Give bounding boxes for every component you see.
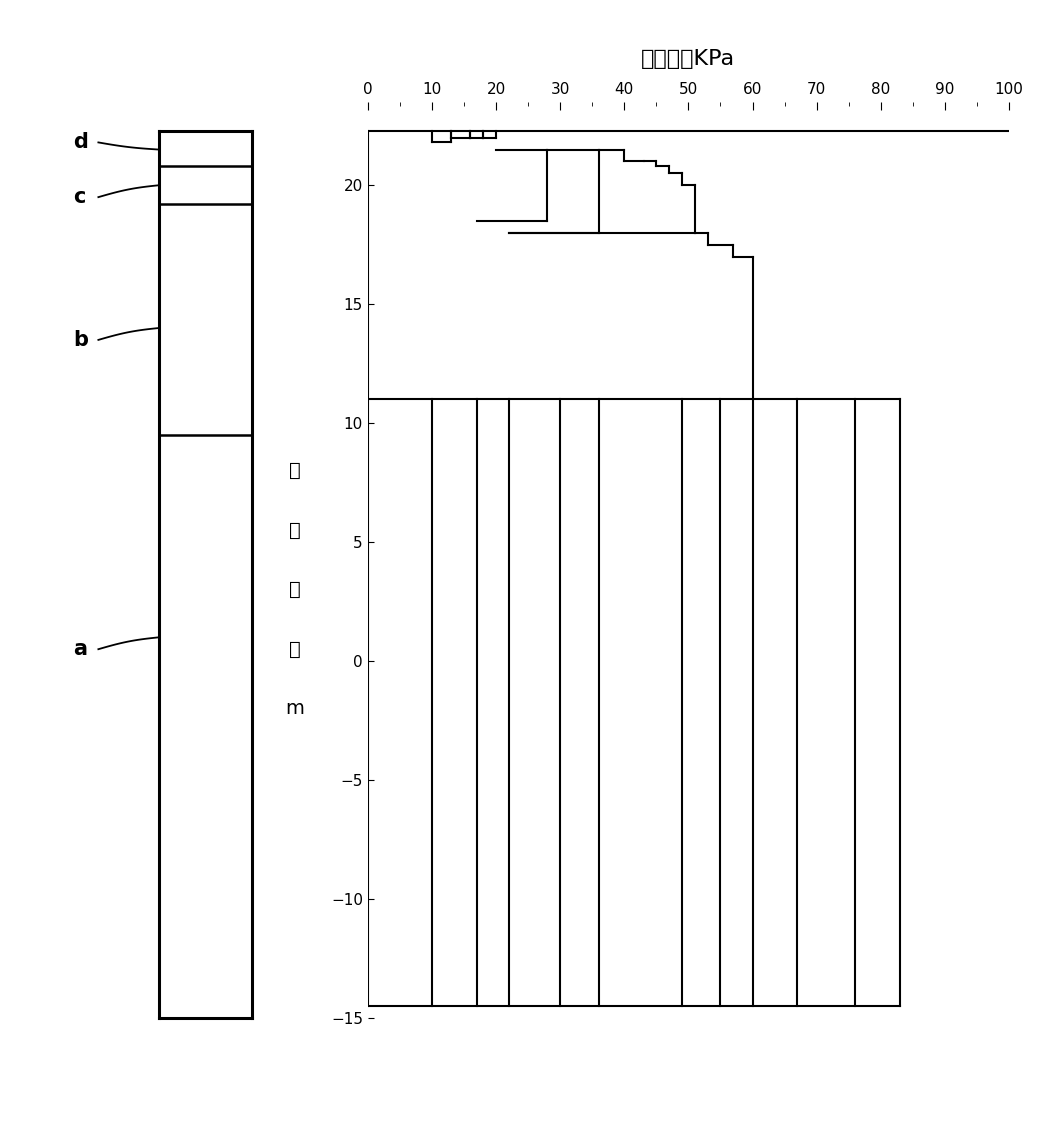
Text: 高: 高	[289, 640, 301, 658]
Text: 桩: 桩	[289, 461, 301, 480]
Text: 身: 身	[289, 521, 301, 539]
Text: b: b	[74, 330, 88, 350]
Text: a: a	[74, 639, 87, 659]
Text: d: d	[74, 133, 88, 153]
Text: 标: 标	[289, 580, 301, 599]
Text: m: m	[286, 699, 305, 718]
Text: c: c	[74, 187, 85, 207]
Title: 摩擦阻力KPa: 摩擦阻力KPa	[641, 50, 736, 69]
